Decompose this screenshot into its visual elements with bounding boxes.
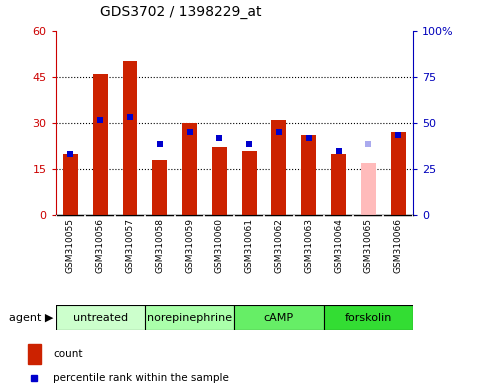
Bar	[331, 154, 346, 215]
Bar	[324, 305, 413, 330]
Bar	[234, 305, 324, 330]
Text: GSM310059: GSM310059	[185, 218, 194, 273]
Text: GSM310061: GSM310061	[245, 218, 254, 273]
Text: cAMP: cAMP	[264, 313, 294, 323]
Text: GSM310065: GSM310065	[364, 218, 373, 273]
Text: GSM310066: GSM310066	[394, 218, 402, 273]
Bar	[182, 123, 197, 215]
Text: count: count	[53, 349, 83, 359]
Bar	[212, 147, 227, 215]
Bar	[93, 74, 108, 215]
Text: GSM310055: GSM310055	[66, 218, 75, 273]
Bar	[123, 61, 138, 215]
Text: GSM310057: GSM310057	[126, 218, 134, 273]
Text: percentile rank within the sample: percentile rank within the sample	[53, 373, 229, 383]
Bar	[145, 305, 234, 330]
Text: GSM310062: GSM310062	[274, 218, 284, 273]
Text: GDS3702 / 1398229_at: GDS3702 / 1398229_at	[100, 5, 261, 19]
Text: forskolin: forskolin	[344, 313, 392, 323]
Text: GSM310056: GSM310056	[96, 218, 105, 273]
Bar	[56, 305, 145, 330]
Text: GSM310064: GSM310064	[334, 218, 343, 273]
Bar	[63, 154, 78, 215]
Bar	[28, 344, 41, 364]
Bar	[301, 135, 316, 215]
Text: GSM310060: GSM310060	[215, 218, 224, 273]
Bar	[391, 132, 406, 215]
Bar	[152, 160, 167, 215]
Text: agent ▶: agent ▶	[9, 313, 53, 323]
Text: GSM310063: GSM310063	[304, 218, 313, 273]
Text: norepinephrine: norepinephrine	[147, 313, 232, 323]
Bar	[361, 163, 376, 215]
Text: GSM310058: GSM310058	[156, 218, 164, 273]
Text: untreated: untreated	[72, 313, 128, 323]
Bar	[271, 120, 286, 215]
Bar	[242, 151, 256, 215]
